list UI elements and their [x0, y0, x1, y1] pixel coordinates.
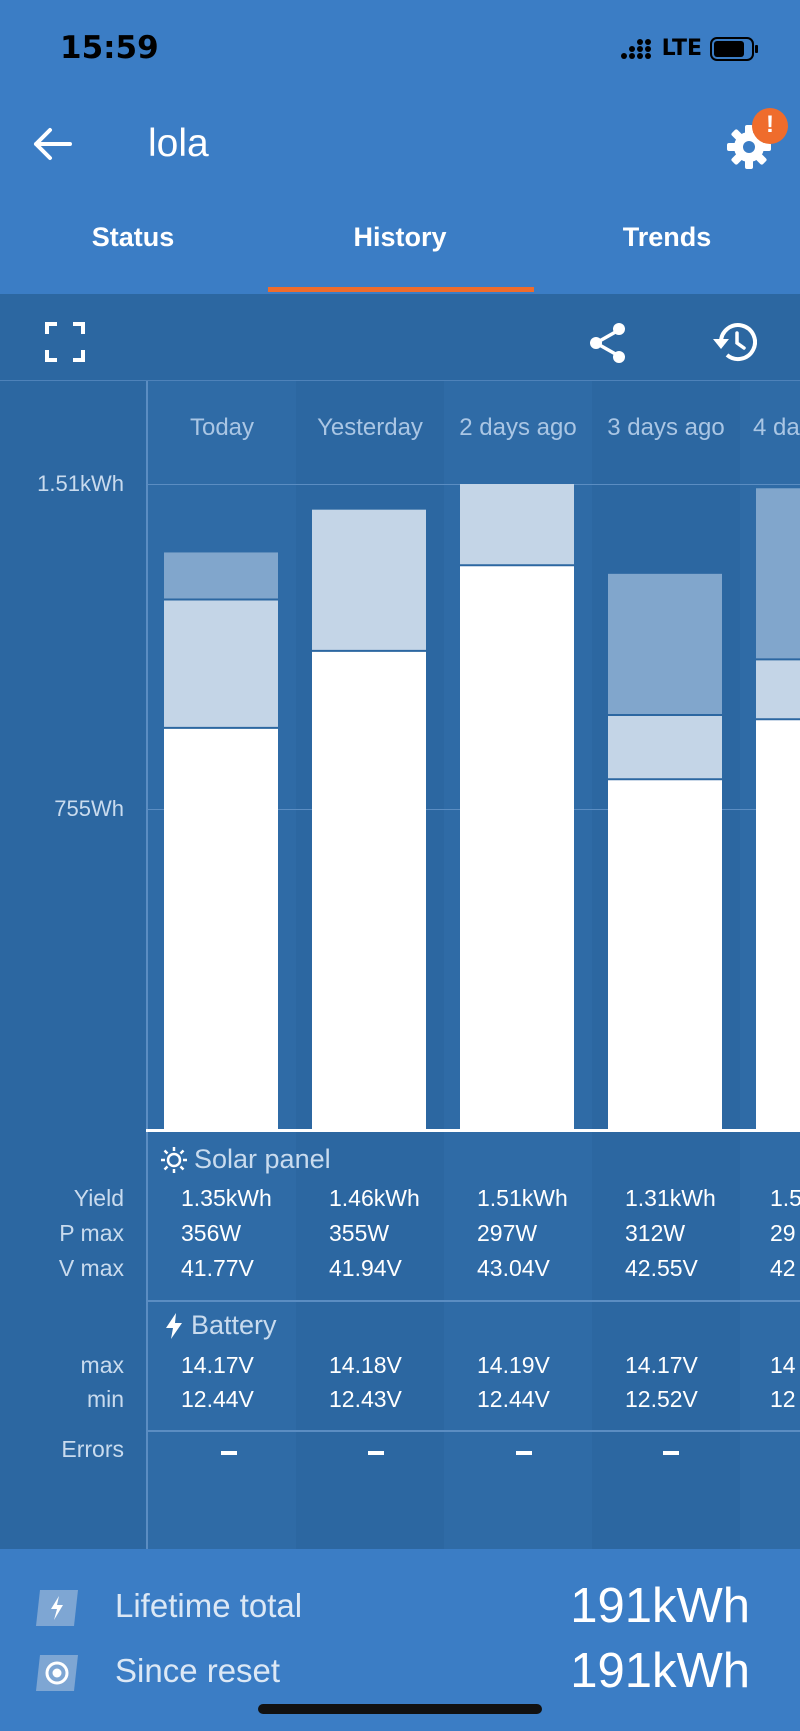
error-none-dash	[516, 1451, 532, 1455]
battery-min-value: 12.52V	[625, 1386, 698, 1412]
status-indicators: LTE	[620, 36, 760, 61]
pmax-value: 356W	[181, 1220, 242, 1246]
section-divider	[148, 1430, 800, 1432]
bar-segment-2	[608, 715, 722, 780]
row-label-max: max	[80, 1352, 124, 1378]
pmax-value: 297W	[477, 1220, 538, 1246]
vmax-value: 43.04V	[477, 1255, 550, 1281]
row-label-vmax: V max	[58, 1255, 124, 1281]
chart-toolbar	[0, 294, 800, 381]
tab-trends[interactable]: Trends	[622, 222, 712, 252]
bar-segment-1	[756, 719, 800, 1130]
battery-max-value: 14.19V	[477, 1352, 550, 1378]
y-tick-label: 755Wh	[54, 796, 124, 821]
bar-segment-2	[756, 659, 800, 720]
battery-section-label: Battery	[191, 1310, 277, 1340]
tab-history[interactable]: History	[353, 222, 447, 252]
error-none-dash	[221, 1451, 237, 1455]
history-icon[interactable]	[711, 321, 757, 363]
battery-section-title: Battery	[163, 1310, 277, 1341]
pmax-value: 312W	[625, 1220, 686, 1246]
yield-value: 1.46kWh	[329, 1185, 420, 1211]
network-type: LTE	[661, 36, 702, 61]
back-arrow-icon[interactable]	[30, 122, 74, 166]
vmax-value: 41.77V	[181, 1255, 254, 1281]
error-none-dash	[368, 1451, 384, 1455]
yield-value: 1.5	[770, 1185, 800, 1211]
since-reset-label: Since reset	[115, 1652, 281, 1689]
app-header	[0, 0, 800, 294]
lightning-icon	[166, 1312, 182, 1339]
battery-max-value: 14.17V	[181, 1352, 254, 1378]
share-icon[interactable]	[588, 322, 628, 364]
signal-icon	[620, 38, 651, 59]
battery-min-value: 12.44V	[477, 1386, 550, 1412]
yield-value: 1.31kWh	[625, 1185, 716, 1211]
lifetime-total-label: Lifetime total	[115, 1587, 303, 1624]
home-indicator[interactable]	[258, 1704, 542, 1714]
totals-footer	[0, 1549, 800, 1731]
section-divider	[148, 1300, 800, 1302]
vmax-value: 42.55V	[625, 1255, 698, 1281]
battery-icon	[710, 36, 758, 61]
since-reset-value: 191kWh	[570, 1644, 750, 1698]
bar-segment-1	[608, 779, 722, 1130]
row-label-errors: Errors	[61, 1436, 124, 1462]
solar-section-label: Solar panel	[194, 1144, 331, 1174]
row-label-yield: Yield	[73, 1185, 124, 1211]
error-none-dash	[663, 1451, 679, 1455]
bar-segment-1	[312, 650, 426, 1130]
battery-max-value: 14.17V	[625, 1352, 698, 1378]
status-time: 15:59	[60, 30, 159, 66]
row-label-min: min	[86, 1386, 124, 1412]
pmax-value: 29	[770, 1220, 796, 1246]
bar-segment-2	[460, 484, 574, 566]
solar-section-title: Solar panel	[160, 1144, 331, 1175]
page-title: lola	[148, 122, 209, 165]
battery-min-value: 12.44V	[181, 1386, 254, 1412]
battery-max-value: 14.18V	[329, 1352, 402, 1378]
sun-icon	[161, 1146, 187, 1173]
day-label: 2 days ago	[459, 414, 577, 441]
y-tick-label: 1.51kWh	[37, 471, 124, 496]
day-label: Today	[189, 414, 255, 441]
bar-segment-2	[312, 509, 426, 651]
vmax-value: 41.94V	[329, 1255, 402, 1281]
chart-baseline	[146, 1129, 800, 1132]
bar-segment-2	[164, 599, 278, 728]
bar-segment-1	[460, 565, 574, 1130]
bar-segment-1	[164, 727, 278, 1130]
history-bar-chart	[164, 484, 800, 1130]
vmax-value: 42	[770, 1255, 796, 1281]
lifetime-total-value: 191kWh	[570, 1579, 750, 1633]
bar-segment-3	[756, 488, 800, 660]
battery-min-value: 12	[770, 1386, 796, 1412]
day-label: 3 days ago	[607, 414, 725, 441]
y-axis-line	[146, 381, 148, 1549]
tab-status[interactable]: Status	[91, 222, 175, 252]
bar-segment-3	[608, 573, 722, 716]
battery-max-value: 14	[770, 1352, 796, 1378]
row-label-pmax: P max	[59, 1220, 124, 1246]
reset-target-icon	[36, 1655, 78, 1691]
fullscreen-icon[interactable]	[45, 322, 85, 362]
bar-segment-3	[164, 552, 278, 600]
yield-value: 1.35kWh	[181, 1185, 272, 1211]
day-label: 4 da	[753, 414, 800, 441]
battery-min-value: 12.43V	[329, 1386, 402, 1412]
settings-alert-badge: !	[752, 108, 788, 144]
yield-value: 1.51kWh	[477, 1185, 568, 1211]
pmax-value: 355W	[329, 1220, 390, 1246]
day-label: Yesterday	[317, 414, 423, 441]
active-tab-indicator	[268, 287, 534, 292]
lifetime-energy-icon	[36, 1590, 78, 1626]
